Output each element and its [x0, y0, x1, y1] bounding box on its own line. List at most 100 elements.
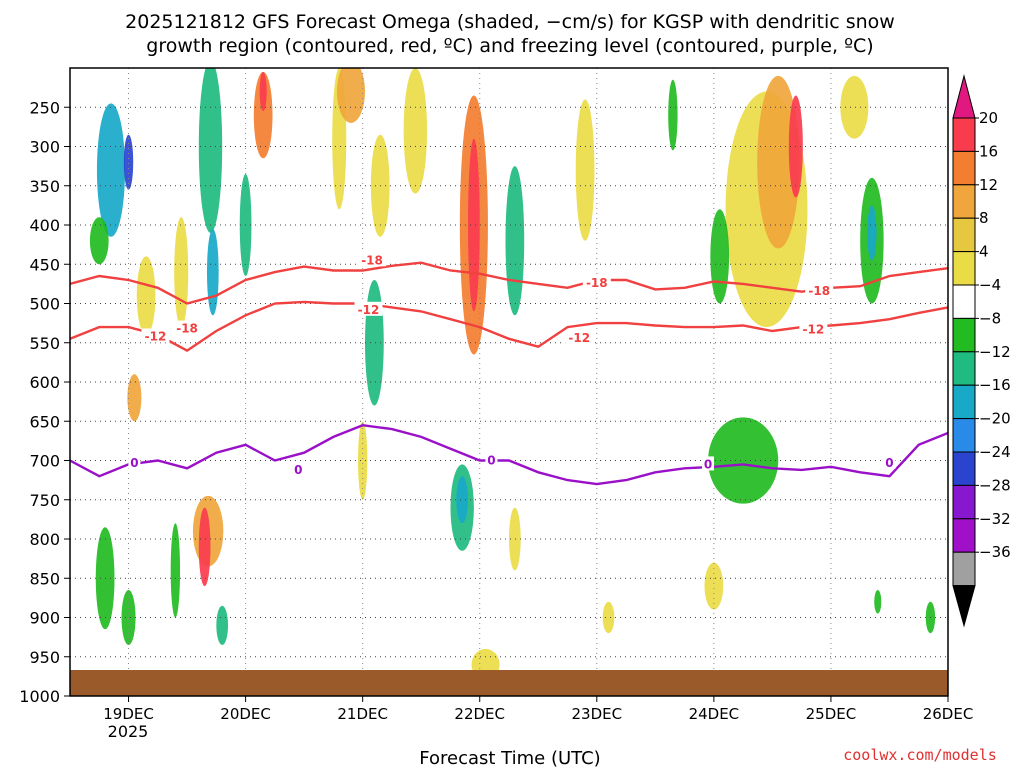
colorbar-label-2: 12	[979, 176, 998, 194]
plot-area: -18 -12 -18 -12 -18 -12 -18 -12 0 0 0 0 0	[70, 68, 948, 696]
colorbar-swatch-7	[952, 351, 976, 386]
ground-terrain	[70, 670, 948, 696]
contour-line-2	[70, 423, 948, 486]
contour-label-bg-5	[565, 330, 594, 345]
y-tick-label-850: 850	[29, 569, 60, 588]
contour-label-bg-2	[173, 320, 202, 335]
colorbar-swatch-1	[952, 150, 976, 186]
contour-label-bg-4	[582, 275, 611, 290]
colorbar-label-7: −12	[979, 343, 1011, 361]
omega-region-35	[710, 209, 730, 304]
omega-region-21	[357, 421, 368, 500]
omega-region-0	[96, 103, 126, 237]
y-tick-label-700: 700	[29, 452, 60, 471]
omega-region-25	[505, 166, 525, 316]
contour-label-bg-1	[141, 328, 170, 343]
colorbar-label-8: −16	[979, 376, 1011, 394]
contour-label-bg-9	[292, 461, 305, 476]
contour-label-12: 0	[885, 456, 893, 470]
colorbar-label-5: −4	[979, 276, 1001, 294]
contour-label-5: -12	[568, 331, 590, 345]
omega-region-13	[216, 605, 229, 645]
y-tick-label-1000: 1000	[19, 687, 60, 706]
y-tick-label-550: 550	[29, 334, 60, 353]
omega-region-15	[259, 71, 267, 112]
colorbar-swatch-5	[952, 284, 976, 319]
omega-region-40	[668, 79, 678, 151]
contour-label-10: 0	[487, 454, 495, 468]
y-tick-label-800: 800	[29, 530, 60, 549]
omega-region-6	[121, 590, 136, 645]
x-tick-label-7: 26DEC	[923, 705, 974, 723]
colorbar-swatch-12	[952, 518, 976, 553]
colorbar: 20 16 12 8 4 −4 −8 −12 −16 −20 −24 −28 −32 −36	[952, 74, 1011, 628]
omega-region-1	[123, 134, 134, 190]
x-tick-label-2: 21DEC	[337, 705, 388, 723]
y-tick-label-400: 400	[29, 216, 60, 235]
omega-region-11	[198, 507, 211, 587]
contour-label-bg-0	[358, 252, 387, 267]
omega-region-22	[403, 68, 428, 194]
colorbar-swatch-4	[952, 251, 976, 286]
y-tick-label-250: 250	[29, 98, 60, 117]
contour-label-3: -12	[358, 303, 380, 317]
omega-region-41	[704, 562, 724, 610]
omega-region-29	[509, 507, 521, 571]
colorbar-swatch-3	[952, 217, 976, 253]
x-tick-label-1: 20DEC	[220, 705, 271, 723]
omega-region-38	[867, 205, 877, 261]
omega-region-33	[757, 75, 800, 249]
y-tick-label-300: 300	[29, 138, 60, 157]
y-tick-label-350: 350	[29, 177, 60, 196]
omega-region-24	[468, 138, 480, 312]
y-tick-label-900: 900	[29, 609, 60, 628]
colorbar-swatch-13	[952, 551, 976, 587]
contour-label-bg-10	[485, 452, 498, 467]
colorbar-label-1: 16	[979, 142, 998, 160]
y-tick-label-750: 750	[29, 491, 60, 510]
contour-label-0: -18	[361, 253, 383, 267]
contour-label-8: 0	[130, 456, 138, 470]
chart-title-line-1: 2025121812 GFS Forecast Omega (shaded, −…	[125, 11, 895, 33]
colorbar-swatch-2	[952, 184, 976, 219]
contour-label-6: -18	[808, 284, 830, 298]
contour-label-1: -12	[145, 329, 167, 343]
y-tick-label-600: 600	[29, 373, 60, 392]
omega-region-31	[602, 601, 615, 634]
colorbar-label-9: −20	[979, 410, 1011, 428]
x-tick-label-5: 24DEC	[689, 705, 740, 723]
colorbar-swatch-6	[952, 317, 976, 353]
x-tick-label-4: 23DEC	[572, 705, 623, 723]
omega-region-18	[336, 68, 366, 123]
contour-label-9: 0	[294, 463, 302, 477]
colorbar-label-11: −28	[979, 476, 1011, 494]
y-tick-label-950: 950	[29, 648, 60, 667]
colorbar-swatch-0	[952, 117, 976, 152]
colorbar-swatch-8	[952, 384, 976, 420]
x-year-label: 2025	[108, 722, 149, 741]
x-tick-label-3: 22DEC	[454, 705, 505, 723]
omega-region-3	[136, 256, 156, 335]
contour-label-bg-8	[128, 454, 141, 469]
credit-label: coolwx.com/models	[843, 746, 997, 764]
omega-region-4	[127, 374, 142, 422]
colorbar-bottom-arrow	[952, 585, 976, 628]
colorbar-label-3: 8	[979, 209, 989, 227]
colorbar-label-13: −36	[979, 543, 1011, 561]
contour-label-11: 0	[704, 457, 712, 471]
contour-label-2: -18	[176, 322, 198, 336]
colorbar-label-4: 4	[979, 243, 989, 261]
colorbar-swatch-10	[952, 451, 976, 486]
omega-region-14	[253, 71, 273, 159]
omega-shading	[89, 68, 936, 681]
x-tick-label-0: 19DEC	[103, 705, 154, 723]
contour-label-4: -18	[586, 276, 608, 290]
omega-region-2	[89, 217, 109, 265]
omega-region-43	[874, 590, 882, 614]
colorbar-label-12: −32	[979, 510, 1011, 528]
omega-region-9	[174, 217, 189, 328]
contour-label-bg-3	[354, 301, 383, 316]
contour-label-7: -12	[803, 322, 825, 336]
contour-label-bg-6	[805, 282, 834, 297]
colorbar-label-10: −24	[979, 443, 1011, 461]
